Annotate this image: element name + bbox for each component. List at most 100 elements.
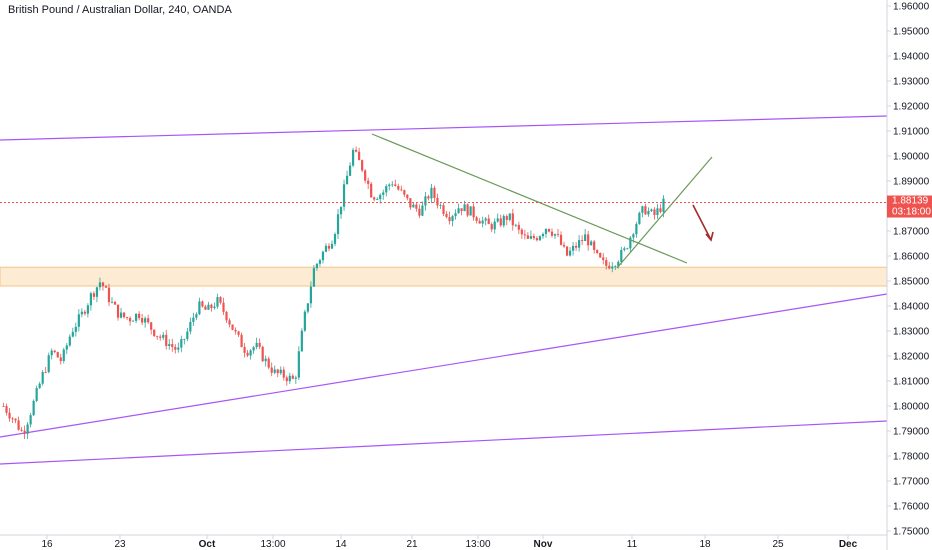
candle	[56, 351, 59, 358]
candle	[135, 313, 138, 324]
candle	[168, 339, 171, 350]
candle	[17, 416, 20, 431]
y-tick-label: 1.80000	[893, 402, 930, 413]
candle	[478, 218, 481, 224]
candle	[445, 211, 448, 219]
candle	[252, 345, 255, 354]
candle	[119, 307, 123, 319]
y-tick-label: 1.94000	[893, 52, 930, 63]
candle	[192, 312, 195, 326]
candle	[644, 203, 647, 216]
candle	[309, 281, 312, 308]
candle	[264, 355, 267, 367]
candle	[424, 191, 427, 211]
candle	[342, 179, 346, 211]
candle	[427, 194, 430, 201]
candle	[71, 327, 74, 338]
candle	[599, 252, 602, 259]
candle	[587, 230, 590, 251]
candle	[406, 194, 409, 201]
candle	[273, 365, 276, 375]
x-tick-label: 18	[699, 539, 711, 550]
candles-group	[2, 146, 665, 440]
candle	[59, 353, 62, 365]
candle	[442, 202, 445, 217]
candle	[162, 331, 165, 341]
candle	[433, 185, 436, 203]
candle	[409, 198, 412, 210]
candle	[391, 181, 394, 187]
candle	[291, 373, 294, 380]
candle	[53, 349, 56, 354]
channel-line-upper[interactable]	[0, 115, 888, 141]
candle	[581, 235, 584, 245]
candle	[306, 303, 309, 314]
candle	[466, 203, 469, 218]
candle	[228, 318, 231, 328]
candle	[225, 311, 228, 323]
support-zone[interactable]	[0, 266, 888, 287]
y-tick-label: 1.96000	[893, 2, 930, 13]
candle	[204, 304, 207, 310]
candle	[189, 317, 192, 335]
candle	[397, 183, 400, 191]
candle	[216, 293, 219, 309]
candle	[125, 316, 129, 320]
y-tick-label: 1.90000	[893, 152, 930, 163]
candle	[629, 236, 632, 252]
down-arrow-icon[interactable]	[692, 204, 714, 242]
y-axis[interactable]: 1.96000 1.95000 1.94000 1.93000 1.92000 1.910…	[887, 2, 930, 538]
trend-line-descending[interactable]	[371, 133, 688, 264]
x-tick-label: 14	[335, 539, 347, 550]
candle	[339, 206, 343, 219]
candle	[436, 193, 439, 209]
candle	[249, 349, 252, 360]
x-tick-label: 16	[41, 539, 53, 550]
candle	[538, 235, 542, 241]
candle	[282, 366, 285, 381]
candle	[107, 283, 111, 307]
y-tick-label: 1.87000	[893, 227, 930, 238]
candle	[258, 338, 261, 350]
candle	[110, 297, 114, 304]
candle	[382, 189, 385, 200]
candle	[656, 203, 659, 219]
candle	[535, 236, 539, 242]
candle	[499, 214, 502, 228]
channel-line-lower[interactable]	[0, 420, 888, 465]
candle	[578, 235, 581, 252]
candle	[8, 407, 11, 422]
candle	[174, 344, 177, 354]
candle	[611, 262, 614, 273]
candle	[647, 207, 650, 217]
channel-line-middle[interactable]	[0, 293, 888, 438]
candle	[26, 422, 29, 440]
candle	[532, 233, 536, 241]
candle	[5, 403, 8, 416]
candle	[74, 322, 77, 337]
candle	[240, 332, 243, 348]
candle	[469, 206, 472, 216]
candle	[213, 302, 216, 310]
candle	[596, 249, 599, 255]
candle	[321, 250, 325, 264]
candle	[403, 189, 406, 198]
candle	[547, 228, 551, 233]
candle	[104, 284, 108, 288]
candle	[86, 303, 89, 318]
candle	[553, 233, 557, 239]
candle	[47, 352, 50, 374]
x-tick-label: Nov	[534, 539, 553, 550]
y-tick-label: 1.93000	[893, 77, 930, 88]
candle	[68, 334, 71, 347]
candle	[101, 281, 105, 291]
trend-line-ascending[interactable]	[616, 156, 713, 269]
candle	[327, 243, 331, 252]
candle	[297, 346, 300, 381]
candle	[345, 170, 349, 185]
candle	[454, 209, 457, 220]
x-axis[interactable]: 16 23 Oct 13:00 14 21 13:00 Nov 11 18 25 Dec	[41, 535, 858, 550]
candle	[141, 313, 144, 326]
candle	[318, 258, 322, 267]
